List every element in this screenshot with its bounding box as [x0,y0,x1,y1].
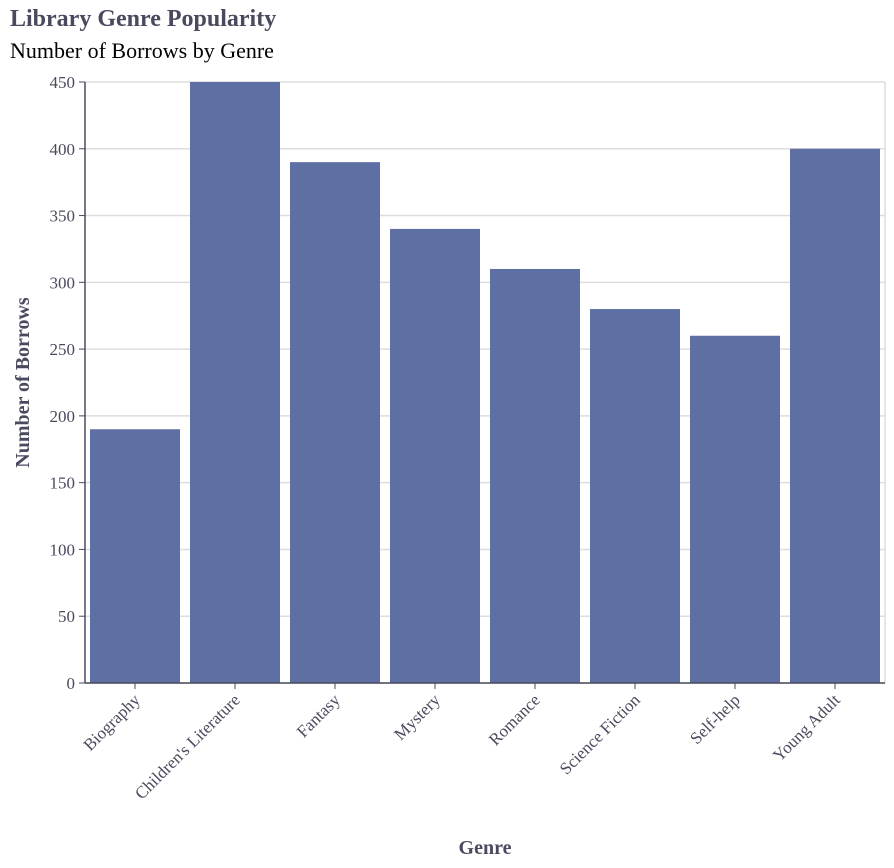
x-axis-title: Genre [459,837,512,859]
bars [90,82,880,684]
x-tick-label: Biography [80,690,145,755]
axes [79,81,885,689]
bar [290,162,380,684]
bar [390,228,480,683]
bar [490,268,580,683]
y-tick-label: 0 [67,674,76,693]
chart-title: Library Genre Popularity [10,6,277,32]
y-tick-label: 150 [50,474,76,493]
y-tick-label: 350 [50,207,76,226]
y-tick-label: 50 [58,607,75,626]
y-tick-label: 300 [50,273,76,292]
x-tick-label: Romance [485,690,544,749]
x-tick-label: Fantasy [293,690,344,741]
chart-subtitle: Number of Borrows by Genre [10,38,274,63]
bar [790,148,880,683]
bar [690,335,780,683]
bar [590,309,680,683]
x-tick-label: Children's Literature [131,690,244,803]
bar [90,429,180,683]
y-tick-label: 450 [50,73,76,92]
x-tick-label: Self-help [686,690,744,748]
y-tick-label: 200 [50,407,76,426]
x-tick-label: Young Adult [769,690,844,765]
y-axis-title: Number of Borrows [12,297,34,468]
bar [190,82,280,683]
y-tick-label: 400 [50,140,76,159]
x-tick-label: Science Fiction [556,690,644,778]
y-tick-label: 250 [50,340,76,359]
x-tick-label: Mystery [390,690,444,744]
y-tick-label: 100 [50,540,76,559]
